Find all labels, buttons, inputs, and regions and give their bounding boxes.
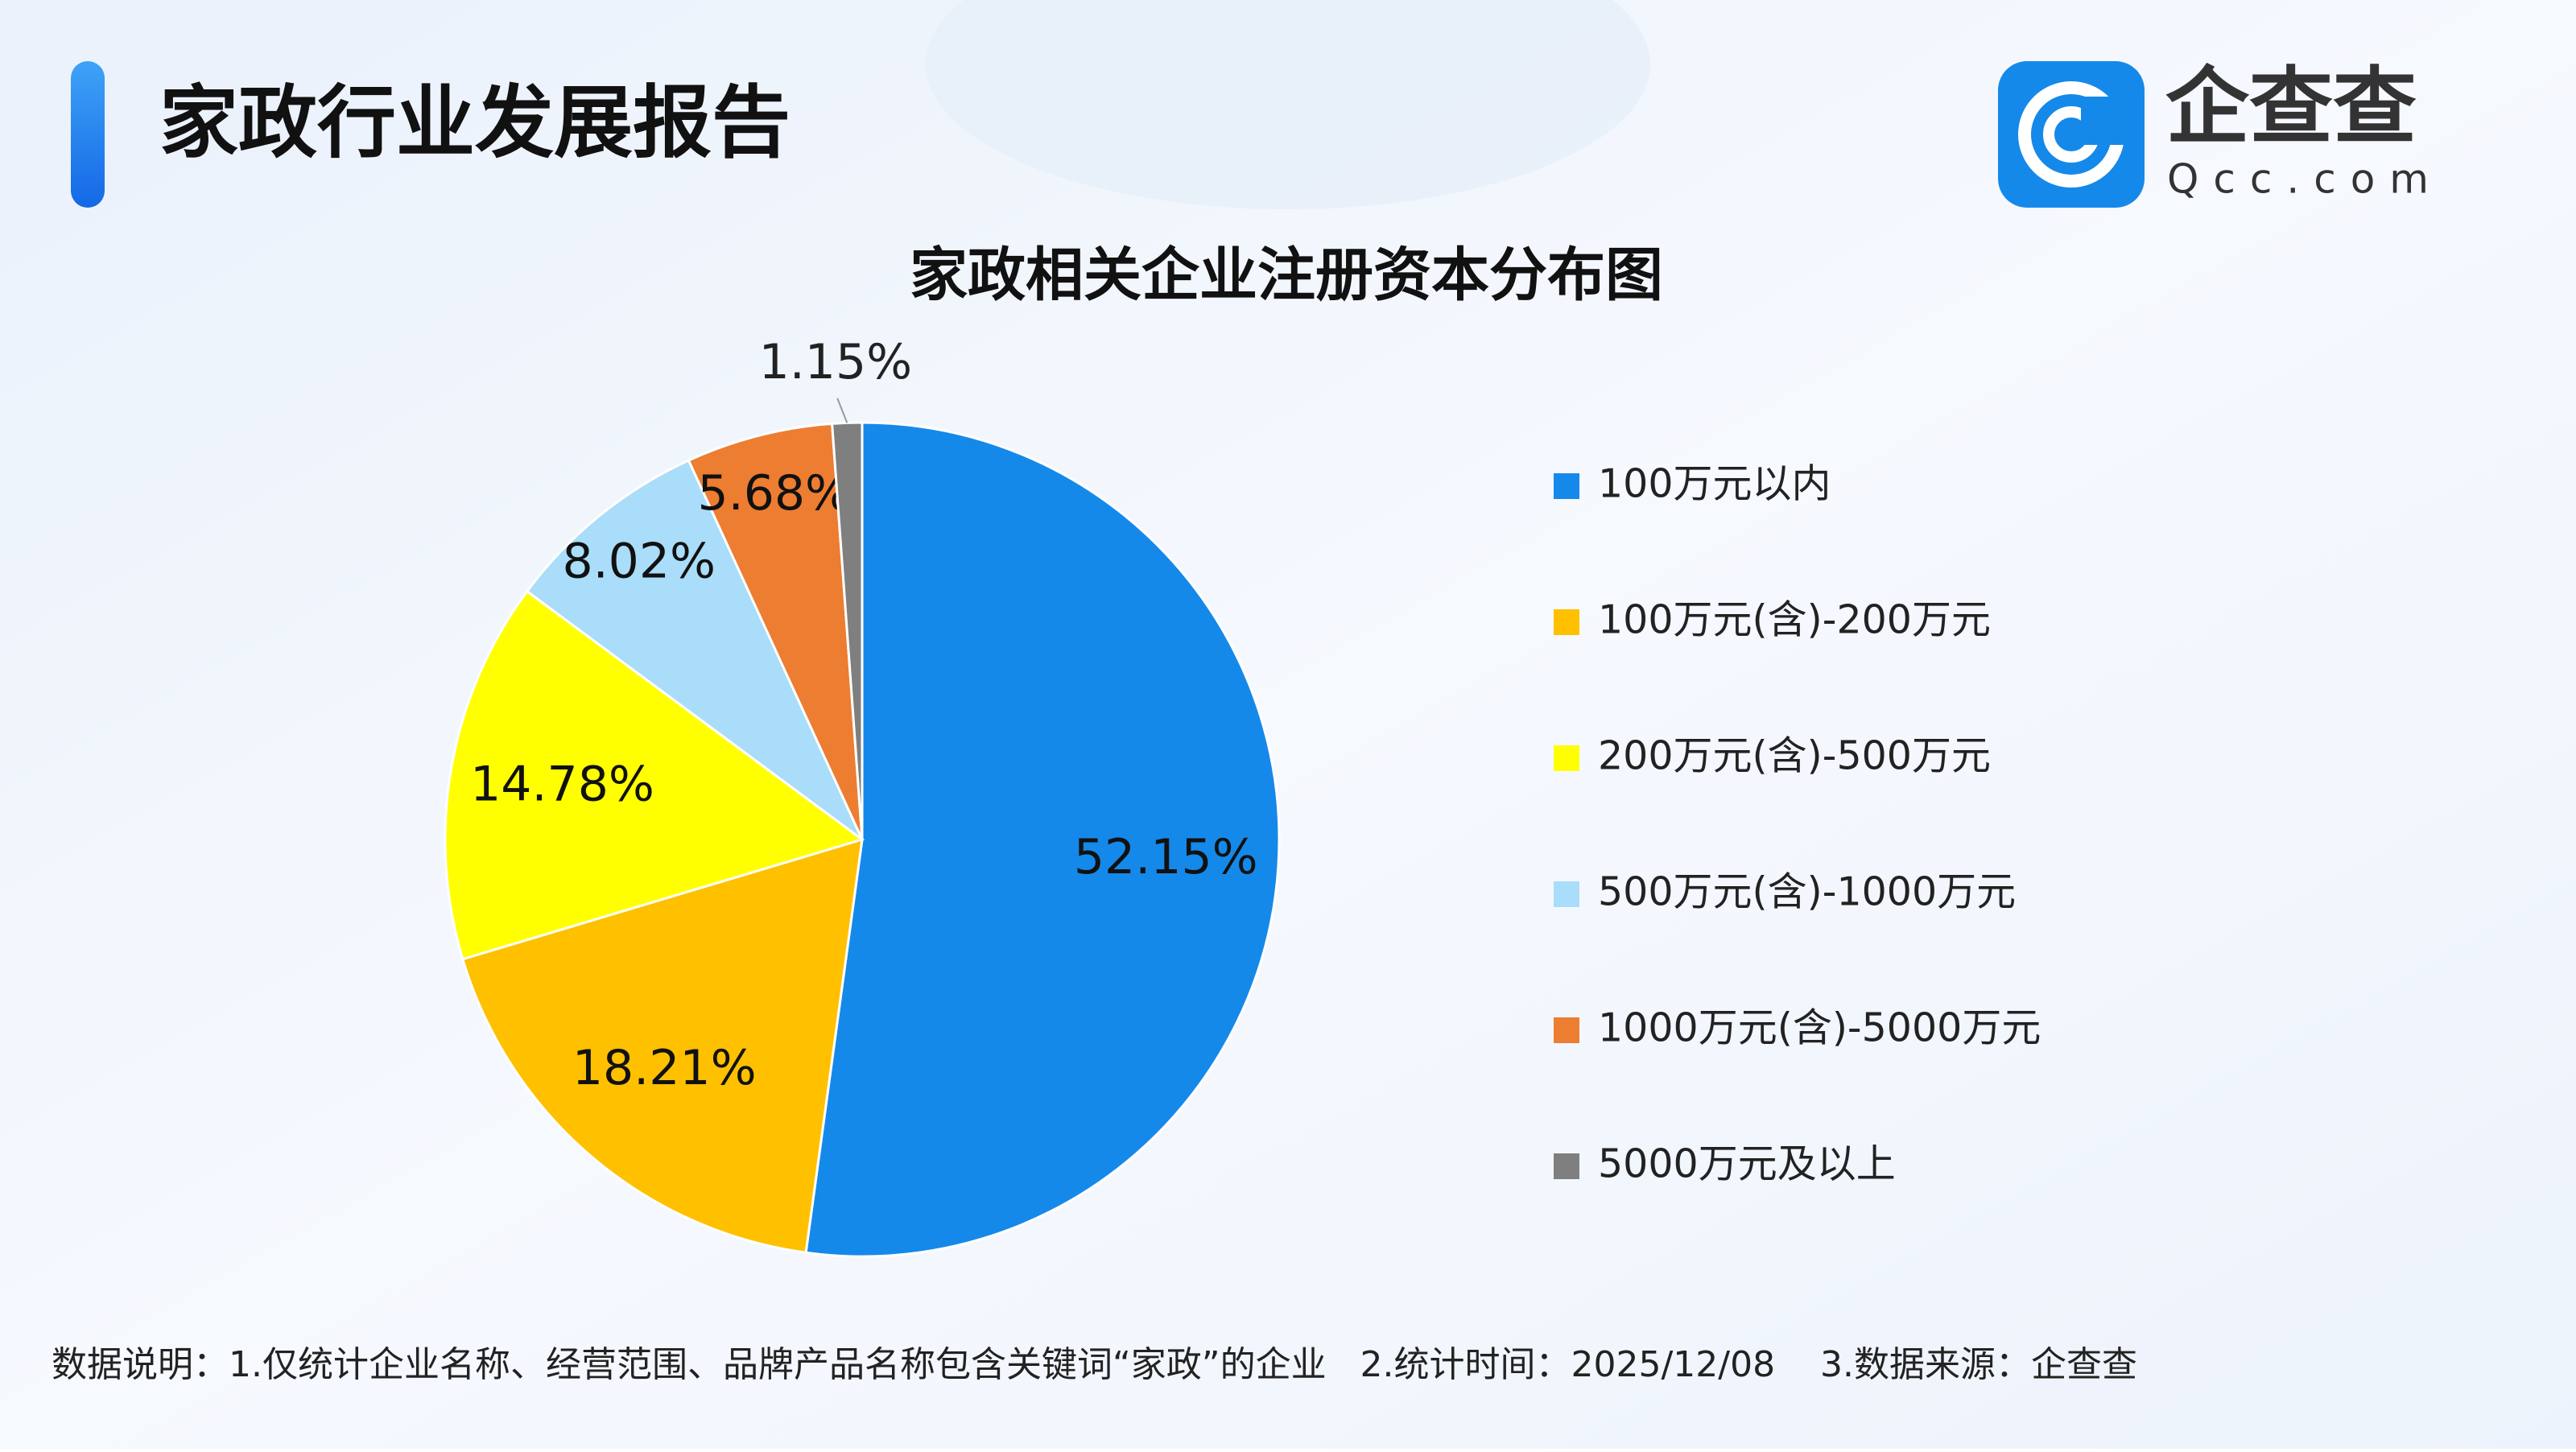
title-accent xyxy=(71,61,105,208)
legend-swatch xyxy=(1554,881,1579,907)
legend-label: 500万元(含)-1000万元 xyxy=(1598,869,2016,915)
leader-line xyxy=(836,398,848,423)
pie-slice xyxy=(830,421,864,840)
legend-swatch xyxy=(1554,745,1579,771)
logo-cut xyxy=(2081,97,2129,145)
logo-domain: Qcc.com xyxy=(2167,156,2443,203)
data-label: 14.78% xyxy=(470,756,654,812)
data-label: 52.15% xyxy=(1074,829,1258,885)
legend-swatch xyxy=(1554,609,1579,635)
legend-label: 5000万元及以上 xyxy=(1598,1141,1896,1187)
legend-swatch xyxy=(1554,1153,1579,1179)
page-title: 家政行业发展报告 xyxy=(159,77,791,169)
legend-label: 100万元(含)-200万元 xyxy=(1598,597,1991,643)
legend-label: 100万元以内 xyxy=(1598,461,1831,507)
legend-swatch xyxy=(1554,1017,1579,1043)
pie-slice xyxy=(460,837,864,1254)
pie-slice xyxy=(444,589,865,961)
logo-name: 企查查 xyxy=(2165,57,2417,155)
pie-slice xyxy=(804,421,1281,1258)
data-label: 1.15% xyxy=(759,334,913,390)
chart-title: 家政相关企业注册资本分布图 xyxy=(910,241,1663,309)
legend-swatch xyxy=(1554,473,1579,499)
legend-label: 200万元(含)-500万元 xyxy=(1598,733,1991,779)
legend-label: 1000万元(含)-5000万元 xyxy=(1598,1005,2041,1051)
data-label: 18.21% xyxy=(572,1040,757,1096)
background-glow xyxy=(926,0,1650,209)
pie-slice xyxy=(687,422,864,840)
footnote: 数据说明：1.仅统计企业名称、经营范围、品牌产品名称包含关键词“家政”的企业 2… xyxy=(52,1344,2137,1385)
data-label: 8.02% xyxy=(562,534,716,590)
data-label: 5.68% xyxy=(697,465,851,522)
pie-slice xyxy=(525,458,864,841)
